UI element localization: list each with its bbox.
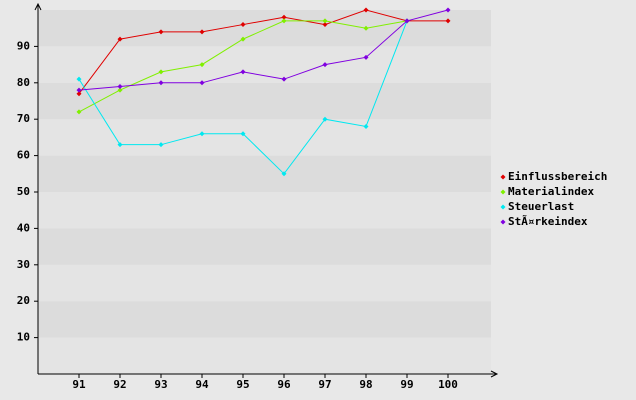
point [158,29,164,35]
grid-band [38,82,491,120]
y-tick-label: 50 [17,185,30,198]
x-axis [38,370,499,378]
grid-band [38,10,491,47]
point [199,131,205,137]
y-tick-label: 90 [17,39,30,52]
point [322,18,328,24]
point [322,62,328,68]
grid-band [38,155,491,192]
point [158,142,164,148]
legend-label: Einflussbereich [508,170,607,183]
point [363,7,369,13]
y-axis [34,2,42,374]
series-line [78,9,449,91]
x-tick-label: 92 [113,378,126,391]
grid-band [38,301,491,338]
legend-label: Materialindex [508,185,594,198]
legend-marker [500,174,506,180]
y-tick-label: 20 [17,294,30,307]
point [445,18,451,24]
point [240,69,246,75]
grid-band [38,192,491,229]
point [240,131,246,137]
x-tick-label: 94 [195,378,209,391]
point [199,29,205,35]
x-tick-label: 100 [438,378,458,391]
x-tick-label: 98 [359,378,372,391]
grid-band [38,228,491,265]
point [281,14,287,20]
point [158,80,164,86]
point [363,123,369,129]
x-tick-label: 91 [72,378,86,391]
y-tick-label: 60 [17,149,30,162]
legend-marker [500,189,506,195]
series-line [78,9,448,95]
point [76,76,82,82]
legend-label: StÃ¤rkeindex [508,215,588,228]
point [117,87,123,93]
point [76,109,82,115]
point [322,22,328,28]
point [363,25,369,31]
point [199,62,205,68]
y-tick-label: 40 [17,221,30,234]
grid-band [38,337,491,374]
point [76,87,82,93]
point [199,80,205,86]
grid-band [38,46,491,83]
x-tick-label: 99 [400,378,413,391]
y-tick-label: 80 [17,76,30,89]
grid-band [38,119,491,156]
legend-marker [500,219,506,225]
point [281,76,287,82]
x-tick-label: 95 [236,378,249,391]
point [240,36,246,42]
point [322,116,328,122]
y-tick-label: 10 [17,331,30,344]
legend-marker [500,204,506,210]
y-tick-label: 70 [17,112,30,125]
grid-band [38,264,491,302]
point [117,83,123,89]
point [240,22,246,28]
point [363,54,369,60]
point [76,91,82,97]
point [117,142,123,148]
point [117,36,123,42]
point [445,7,451,13]
y-tick-label: 30 [17,258,30,271]
x-tick-label: 93 [154,378,167,391]
x-tick-label: 96 [277,378,291,391]
point [281,18,287,24]
point [158,69,164,75]
point [404,18,410,24]
legend-label: Steuerlast [508,200,574,213]
point [281,171,287,177]
x-tick-label: 97 [318,378,331,391]
